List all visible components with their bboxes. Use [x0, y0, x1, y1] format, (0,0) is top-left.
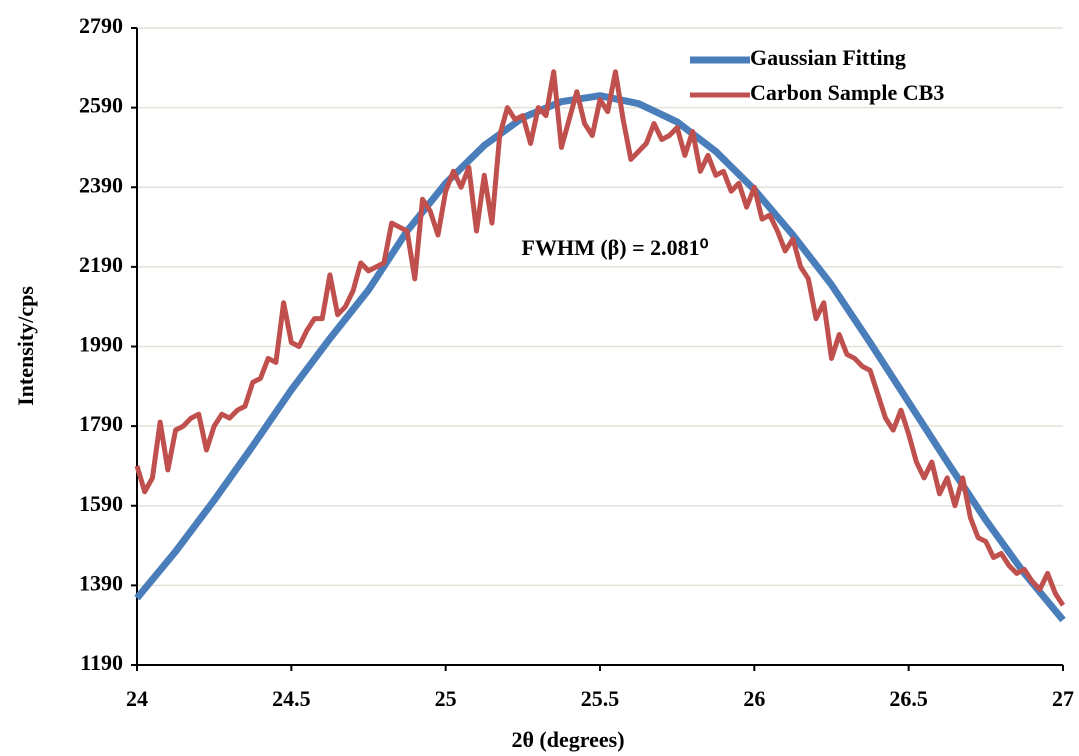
x-tick-label: 25.5 [581, 686, 620, 711]
y-tick-label: 1790 [79, 411, 123, 436]
x-axis-label: 2θ (degrees) [511, 727, 624, 752]
y-tick-label: 1590 [79, 491, 123, 516]
x-tick-label: 24.5 [272, 686, 311, 711]
legend-label: Gaussian Fitting [750, 45, 906, 70]
y-tick-label: 2790 [79, 13, 123, 38]
y-tick-label: 1990 [79, 332, 123, 357]
series-line [134, 69, 1066, 607]
x-tick-label: 24 [126, 686, 148, 711]
x-tick-label: 25 [435, 686, 457, 711]
x-tick-label: 27 [1052, 686, 1074, 711]
y-tick-label: 2590 [79, 93, 123, 118]
series-line [134, 92, 1066, 623]
annotation: FWHM (β) = 2.081⁰ [522, 235, 709, 260]
y-tick-label: 2390 [79, 172, 123, 197]
x-tick-label: 26 [743, 686, 765, 711]
y-tick-label: 1390 [79, 570, 123, 595]
x-tick-label: 26.5 [889, 686, 928, 711]
legend-label: Carbon Sample CB3 [750, 80, 944, 105]
y-axis-label: Intensity/cps [13, 286, 38, 406]
y-tick-label: 2190 [79, 252, 123, 277]
y-tick-label: 1190 [80, 650, 123, 675]
